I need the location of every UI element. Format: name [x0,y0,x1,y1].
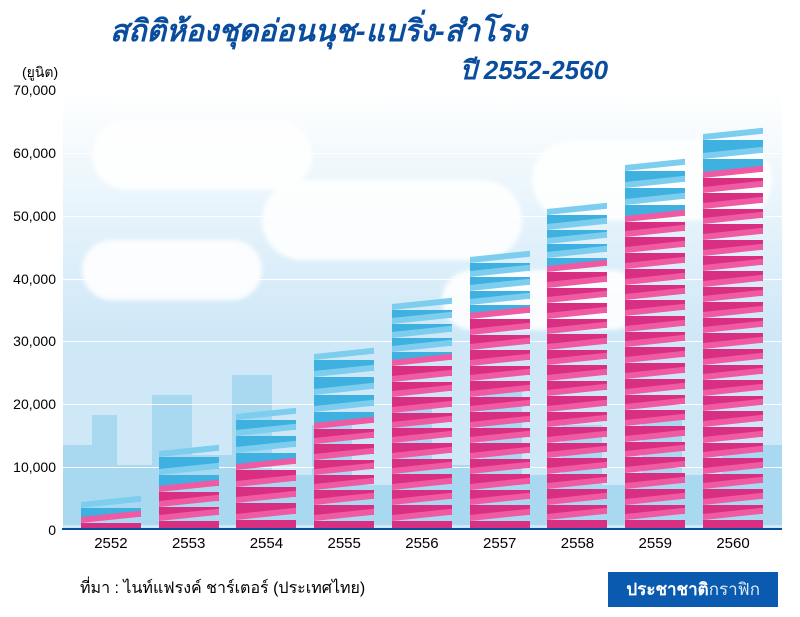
bar-segment-pink [703,172,763,530]
bar-segment-pink [625,216,685,530]
x-tick-label: 2559 [625,535,685,565]
bar-segment-blue [470,257,530,314]
bar-segment-pink [392,360,452,530]
badge-bold: ประชาชาติ [626,580,708,599]
x-tick-label: 2558 [547,535,607,565]
source-text: ที่มา : ไนท์แฟรงค์ ชาร์เตอร์ (ประเทศไทย) [80,576,365,601]
y-tick-label: 50,000 [13,208,56,224]
bar-segment-blue [236,414,296,464]
source-body: ไนท์แฟรงค์ ชาร์เตอร์ (ประเทศไทย) [123,580,365,597]
chart-area: 010,00020,00030,00040,00050,00060,00070,… [62,90,782,530]
x-tick-label: 2560 [703,535,763,565]
x-tick-label: 2555 [314,535,374,565]
source-prefix: ที่มา : [80,580,123,597]
y-tick-label: 20,000 [13,396,56,412]
bar-column [625,165,685,530]
bar-segment-pink [159,486,219,530]
bar-segment-pink [236,464,296,530]
bar-segment-blue [314,354,374,423]
x-tick-label: 2553 [159,535,219,565]
y-tick-label: 10,000 [13,459,56,475]
y-tick-label: 60,000 [13,145,56,161]
bar-column [236,414,296,530]
x-tick-label: 2557 [470,535,530,565]
badge-light: กราฟิก [709,580,760,599]
x-axis-labels: 2552 2553 2554 2555 2556 2557 2558 2559 2560 [62,535,782,565]
x-tick-label: 2554 [236,535,296,565]
bar-column [314,354,374,530]
x-tick-label: 2552 [81,535,141,565]
bar-segment-pink [314,423,374,530]
bars-container [62,90,782,530]
bar-column [470,257,530,530]
chart-title: สถิติห้องชุดอ่อนนุช-แบริ่ง-สำโรง [110,8,527,55]
gridline: 0 [62,530,782,531]
bar-column [159,451,219,530]
bar-column [547,209,607,530]
x-tick-label: 2556 [392,535,452,565]
y-axis-label: (ยูนิต) [22,62,58,84]
y-tick-label: 70,000 [13,82,56,98]
bar-column [703,134,763,530]
bar-segment-blue [392,304,452,361]
bar-segment-pink [470,313,530,530]
y-tick-label: 40,000 [13,271,56,287]
y-tick-label: 0 [48,522,56,538]
bar-segment-blue [625,165,685,215]
y-tick-label: 30,000 [13,333,56,349]
chart-subtitle: ปี 2552-2560 [460,50,608,91]
bar-segment-blue [547,209,607,266]
bar-segment-pink [547,266,607,530]
bar-column [81,502,141,530]
publisher-badge: ประชาชาติกราฟิก [608,572,778,607]
x-axis-line [62,528,782,530]
bar-column [392,304,452,530]
